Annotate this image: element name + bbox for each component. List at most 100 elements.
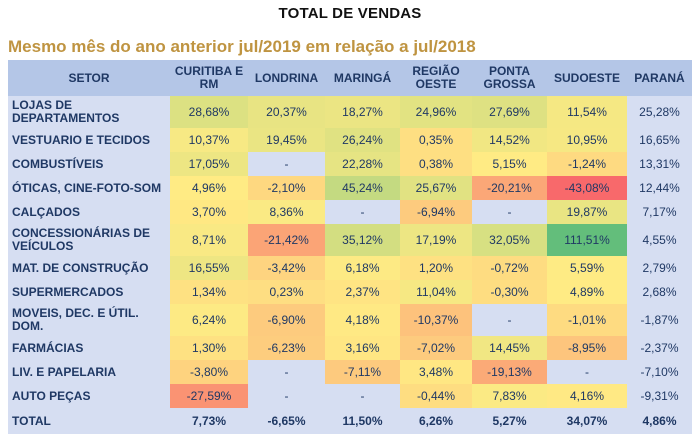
value-cell: 5,15% — [472, 152, 547, 176]
table-row-combustiveis: COMBUSTÍVEIS 17,05% -22,28% 0,38% 5,15% -1,24… — [8, 152, 692, 176]
value-cell: -19,13% — [472, 360, 547, 384]
table-row-supermercados: SUPERMERCADOS 1,34% 0,23% 2,37% 11,04% -0,30%… — [8, 280, 692, 304]
value-cell: -1,87% — [627, 304, 692, 336]
table-row-oticas-cine-foto-som: ÓTICAS, CINE-FOTO-SOM 4,96% -2,10% 45,24% 25… — [8, 176, 692, 200]
value-cell: 11,54% — [547, 96, 627, 128]
value-cell: 16,65% — [627, 128, 692, 152]
value-cell: 4,16% — [547, 384, 627, 408]
value-cell: 17,05% — [170, 152, 248, 176]
value-cell: 14,52% — [472, 128, 547, 152]
sector-label: VESTUARIO E TECIDOS — [8, 128, 170, 152]
value-cell: - — [248, 384, 325, 408]
value-cell: - — [248, 360, 325, 384]
value-cell: 11,50% — [325, 408, 400, 434]
table-header-row: SETOR CURITIBA E RM LONDRINA MARINGÁ REGIÃO … — [8, 60, 692, 96]
sector-label: FARMÁCIAS — [8, 336, 170, 360]
value-cell: 2,68% — [627, 280, 692, 304]
value-cell: -3,80% — [170, 360, 248, 384]
column-header-londrina: LONDRINA — [248, 60, 325, 96]
value-cell: 7,17% — [627, 200, 692, 224]
sector-label: ÓTICAS, CINE-FOTO-SOM — [8, 176, 170, 200]
value-cell: 24,96% — [400, 96, 472, 128]
total-row: TOTAL 7,73% -6,65% 11,50% 6,26% 5,27% 34,07% 4,… — [8, 408, 692, 434]
report-title: TOTAL DE VENDAS — [278, 5, 422, 22]
value-cell: 11,04% — [400, 280, 472, 304]
value-cell: 1,20% — [400, 256, 472, 280]
value-cell: 19,45% — [248, 128, 325, 152]
value-cell: 111,51% — [547, 224, 627, 256]
column-header-curitiba-e-rm: CURITIBA E RM — [170, 60, 248, 96]
value-cell: -1,01% — [547, 304, 627, 336]
value-cell: 1,30% — [170, 336, 248, 360]
value-cell: -7,02% — [400, 336, 472, 360]
report-subtitle: Mesmo mês do ano anterior jul/2019 em re… — [8, 37, 476, 56]
value-cell: 34,07% — [547, 408, 627, 434]
value-cell: 1,34% — [170, 280, 248, 304]
value-cell: 28,68% — [170, 96, 248, 128]
value-cell: 7,83% — [472, 384, 547, 408]
column-header-regiao-oeste: REGIÃO OESTE — [400, 60, 472, 96]
column-header-maringa: MARINGÁ — [325, 60, 400, 96]
value-cell: 12,44% — [627, 176, 692, 200]
sector-label: LIV. E PAPELARIA — [8, 360, 170, 384]
value-cell: 3,48% — [400, 360, 472, 384]
value-cell: 4,86% — [627, 408, 692, 434]
value-cell: -7,11% — [325, 360, 400, 384]
value-cell: -6,94% — [400, 200, 472, 224]
table-row-lojas-de-departamentos: LOJAS DE DEPARTAMENTOS 28,68% 20,37% 18,27%… — [8, 96, 692, 128]
value-cell: 22,28% — [325, 152, 400, 176]
value-cell: 25,67% — [400, 176, 472, 200]
value-cell: -1,24% — [547, 152, 627, 176]
sector-label: MOVEIS, DEC. E ÚTIL. DOM. — [8, 304, 170, 336]
value-cell: -8,95% — [547, 336, 627, 360]
value-cell: - — [248, 152, 325, 176]
value-cell: - — [325, 200, 400, 224]
table-row-concessionarias-de-veiculos: CONCESSIONÁRIAS DE VEÍCULOS 8,71% -21,42% 3… — [8, 224, 692, 256]
value-cell: 4,18% — [325, 304, 400, 336]
value-cell: 13,31% — [627, 152, 692, 176]
value-cell: -10,37% — [400, 304, 472, 336]
value-cell: -20,21% — [472, 176, 547, 200]
sector-label: AUTO PEÇAS — [8, 384, 170, 408]
value-cell: -43,08% — [547, 176, 627, 200]
value-cell: 14,45% — [472, 336, 547, 360]
value-cell: -6,23% — [248, 336, 325, 360]
table-row-mat-de-construcao: MAT. DE CONSTRUÇÃO 16,55% -3,42% 6,18% 1,20%… — [8, 256, 692, 280]
value-cell: 5,59% — [547, 256, 627, 280]
value-cell: 4,89% — [547, 280, 627, 304]
value-cell: - — [472, 304, 547, 336]
value-cell: -7,10% — [627, 360, 692, 384]
value-cell: 2,79% — [627, 256, 692, 280]
value-cell: 10,37% — [170, 128, 248, 152]
value-cell: 19,87% — [547, 200, 627, 224]
value-cell: -21,42% — [248, 224, 325, 256]
value-cell: 6,24% — [170, 304, 248, 336]
value-cell: -0,44% — [400, 384, 472, 408]
table-row-moveis-dec-e-util-dom: MOVEIS, DEC. E ÚTIL. DOM. 6,24% -6,90% 4,18… — [8, 304, 692, 336]
value-cell: 2,37% — [325, 280, 400, 304]
sector-label: SUPERMERCADOS — [8, 280, 170, 304]
sector-label: COMBUSTÍVEIS — [8, 152, 170, 176]
value-cell: 35,12% — [325, 224, 400, 256]
value-cell: 6,18% — [325, 256, 400, 280]
value-cell: - — [472, 200, 547, 224]
value-cell: 18,27% — [325, 96, 400, 128]
value-cell: 26,24% — [325, 128, 400, 152]
value-cell: -27,59% — [170, 384, 248, 408]
sector-label: TOTAL — [8, 408, 170, 434]
table-row-vestuario-e-tecidos: VESTUARIO E TECIDOS 10,37% 19,45% 26,24% 0,3… — [8, 128, 692, 152]
value-cell: 16,55% — [170, 256, 248, 280]
value-cell: 17,19% — [400, 224, 472, 256]
column-header-sudoeste: SUDOESTE — [547, 60, 627, 96]
value-cell: 3,16% — [325, 336, 400, 360]
value-cell: -9,31% — [627, 384, 692, 408]
column-header-setor: SETOR — [8, 60, 170, 96]
value-cell: -0,30% — [472, 280, 547, 304]
value-cell: 0,35% — [400, 128, 472, 152]
value-cell: 8,36% — [248, 200, 325, 224]
sector-label: CALÇADOS — [8, 200, 170, 224]
sales-heatmap-table: SETOR CURITIBA E RM LONDRINA MARINGÁ REGIÃO … — [8, 60, 692, 434]
value-cell: -6,90% — [248, 304, 325, 336]
value-cell: - — [547, 360, 627, 384]
